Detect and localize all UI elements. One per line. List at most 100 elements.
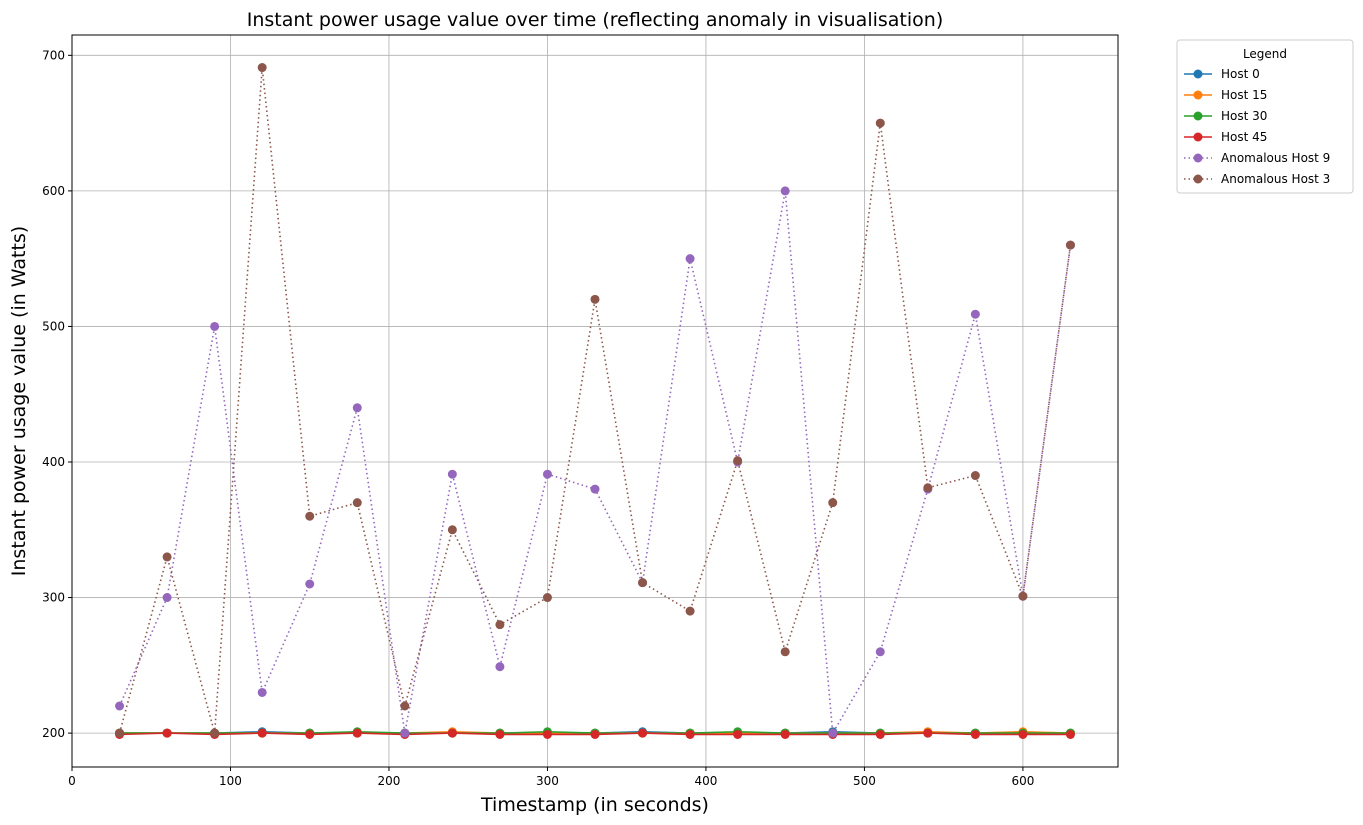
plot-frame	[71, 34, 1119, 768]
data-point	[638, 578, 648, 588]
data-point	[352, 728, 362, 738]
data-point	[685, 254, 695, 264]
legend-entry: Host 45	[1184, 130, 1267, 144]
legend-marker	[1193, 90, 1203, 100]
y-axis-label: Instant power usage value (in Watts)	[8, 226, 30, 576]
data-point	[305, 729, 315, 739]
legend-label: Anomalous Host 3	[1221, 172, 1330, 186]
y-tick-label: 400	[42, 455, 65, 469]
series-3	[115, 728, 1075, 739]
data-point	[257, 687, 267, 697]
x-tick-label: 300	[536, 774, 559, 788]
x-tick-label: 0	[68, 774, 76, 788]
data-point	[115, 701, 125, 711]
data-point	[780, 729, 790, 739]
x-tick-label: 600	[1011, 774, 1034, 788]
legend-marker	[1193, 69, 1203, 79]
series-layer	[115, 63, 1075, 739]
legend-entry: Host 0	[1184, 67, 1260, 81]
data-point	[875, 118, 885, 128]
y-tick-label: 300	[42, 591, 65, 605]
legend-title: Legend	[1243, 47, 1287, 61]
data-point	[828, 498, 838, 508]
data-point	[638, 728, 648, 738]
data-point	[923, 483, 933, 493]
y-tick-label: 200	[42, 726, 65, 740]
y-tick-label: 500	[42, 319, 65, 333]
data-point	[685, 606, 695, 616]
data-point	[447, 469, 457, 479]
data-point	[115, 728, 125, 738]
series-5	[115, 63, 1075, 738]
data-point	[162, 728, 172, 738]
ticks: 0 100 200 300 400 500 600 200 300 400 500 600 700	[42, 48, 1034, 788]
legend-label: Anomalous Host 9	[1221, 151, 1330, 165]
legend-marker	[1193, 132, 1203, 142]
legend-entries: Host 0 Host 15 Host 30 Host 45 Anomalous Hos…	[1184, 67, 1330, 186]
data-point	[542, 469, 552, 479]
data-point	[828, 728, 838, 738]
x-tick-label: 500	[853, 774, 876, 788]
legend-label: Host 30	[1221, 109, 1267, 123]
data-point	[257, 63, 267, 73]
y-tick-label: 700	[42, 48, 65, 62]
data-point	[400, 701, 410, 711]
data-point	[875, 729, 885, 739]
data-point	[875, 647, 885, 657]
x-tick-label: 200	[378, 774, 401, 788]
x-axis-label: Timestamp (in seconds)	[480, 794, 709, 816]
data-point	[495, 620, 505, 630]
legend-label: Host 0	[1221, 67, 1260, 81]
legend-entry: Anomalous Host 3	[1184, 172, 1330, 186]
data-point	[495, 729, 505, 739]
legend-entry: Host 15	[1184, 88, 1267, 102]
legend-marker	[1193, 153, 1203, 163]
data-point	[162, 552, 172, 562]
data-point	[923, 728, 933, 738]
legend-box	[1176, 39, 1354, 194]
x-tick-label: 400	[694, 774, 717, 788]
data-point	[685, 729, 695, 739]
data-point	[970, 471, 980, 481]
data-point	[970, 729, 980, 739]
data-point	[210, 728, 220, 738]
data-point	[590, 294, 600, 304]
data-point	[305, 511, 315, 521]
data-point	[590, 729, 600, 739]
data-point	[733, 729, 743, 739]
data-point	[1018, 591, 1028, 601]
data-point	[1065, 240, 1075, 250]
y-tick-label: 600	[42, 184, 65, 198]
data-point	[210, 321, 220, 331]
data-point	[542, 593, 552, 603]
legend: Legend Host 0 Host 15 Host 30 Host 45 Anomal…	[1176, 39, 1354, 194]
data-point	[162, 593, 172, 603]
series-line	[118, 67, 1072, 734]
data-point	[257, 728, 267, 738]
legend-label: Host 45	[1221, 130, 1267, 144]
legend-entry: Host 30	[1184, 109, 1267, 123]
data-point	[352, 498, 362, 508]
data-point	[352, 403, 362, 413]
data-point	[305, 579, 315, 589]
data-point	[447, 728, 457, 738]
data-point	[590, 484, 600, 494]
legend-label: Host 15	[1221, 88, 1267, 102]
x-tick-label: 100	[219, 774, 242, 788]
data-point	[447, 525, 457, 535]
legend-entry: Anomalous Host 9	[1184, 151, 1330, 165]
data-point	[1065, 729, 1075, 739]
grid	[71, 35, 1118, 767]
data-point	[495, 662, 505, 672]
data-point	[733, 456, 743, 466]
data-point	[780, 647, 790, 657]
legend-marker	[1193, 111, 1203, 121]
chart-title: Instant power usage value over time (ref…	[247, 9, 944, 31]
data-point	[400, 728, 410, 738]
data-point	[970, 309, 980, 319]
data-point	[780, 186, 790, 196]
data-point	[1018, 729, 1028, 739]
data-point	[542, 729, 552, 739]
legend-marker	[1193, 174, 1203, 184]
